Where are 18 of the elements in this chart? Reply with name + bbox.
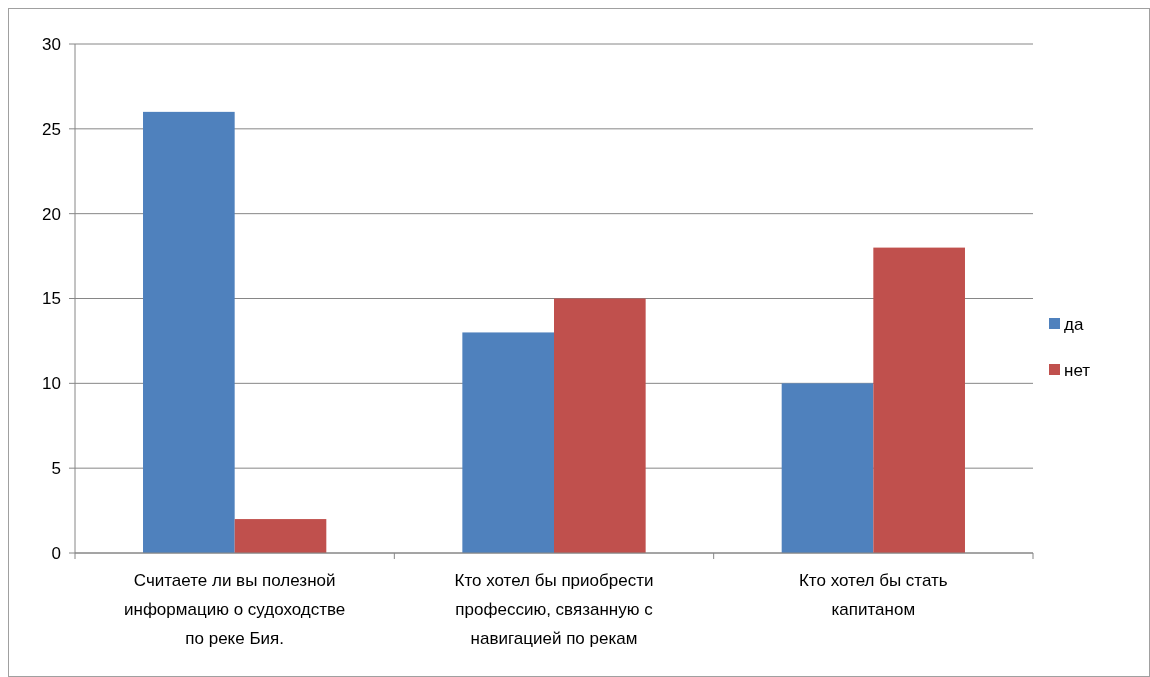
- x-tick-label: Кто хотел бы стать капитаном: [798, 571, 948, 619]
- x-tick-label: Кто хотел бы приобрести профессию, связанную с навигацией по рекам: [454, 571, 654, 648]
- x-tick-label: Считаете ли вы полезной информацию о судоходстве по реке Бия.: [124, 571, 346, 648]
- y-tick-label: 20: [42, 204, 61, 224]
- y-tick-label: 25: [42, 119, 61, 139]
- y-tick-label: 30: [42, 34, 61, 54]
- legend-label: да: [1064, 314, 1084, 334]
- bar: [554, 298, 646, 553]
- bar: [781, 383, 874, 553]
- y-tick-label: 15: [42, 289, 61, 309]
- bar: [234, 519, 327, 553]
- bar: [143, 111, 235, 553]
- bar: [873, 247, 965, 553]
- y-tick-label: 5: [51, 459, 61, 479]
- bar: [462, 332, 554, 553]
- y-tick-label: 10: [42, 374, 61, 394]
- legend-label: нет: [1064, 360, 1091, 380]
- y-tick-label: 0: [51, 543, 61, 563]
